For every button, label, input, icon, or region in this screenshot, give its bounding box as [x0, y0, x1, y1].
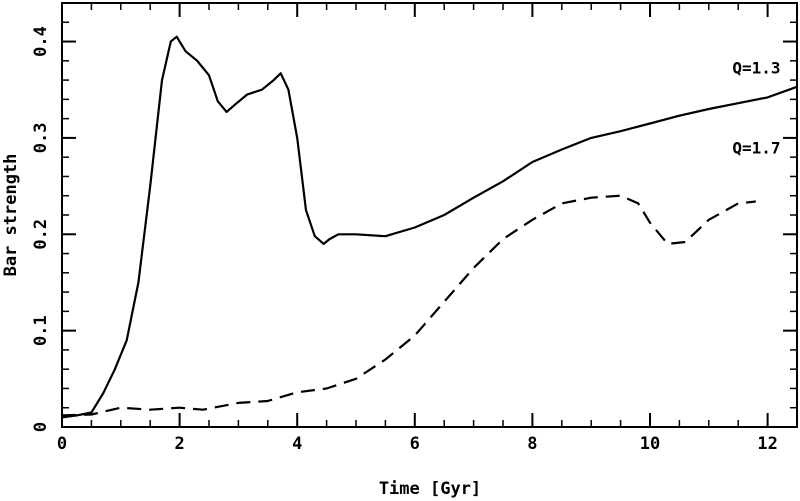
x-tick-label: 8	[527, 434, 537, 454]
y-tick-label: 0.4	[31, 26, 51, 57]
x-tick-label: 12	[757, 434, 777, 454]
series-q13-solid-line	[61, 35, 798, 419]
x-tick-label: 4	[292, 434, 302, 454]
plot-area	[61, 2, 798, 428]
x-tick-label: 2	[174, 434, 184, 454]
x-axis-label: Time [Gyr]	[379, 479, 481, 499]
y-tick-label: 0	[31, 422, 51, 432]
y-tick-label: 0.3	[31, 123, 51, 154]
x-tick-label: 0	[57, 434, 67, 454]
y-tick-label: 0.2	[31, 219, 51, 250]
y-tick-label: 0.1	[31, 315, 51, 346]
annotation-q13: Q=1.3	[732, 58, 780, 77]
series-q17-dashed-line	[61, 194, 756, 417]
y-axis-label: Bar strength	[1, 154, 21, 277]
x-tick-label: 10	[640, 434, 660, 454]
x-tick-label: 6	[410, 434, 420, 454]
annotation-q17: Q=1.7	[732, 138, 780, 157]
